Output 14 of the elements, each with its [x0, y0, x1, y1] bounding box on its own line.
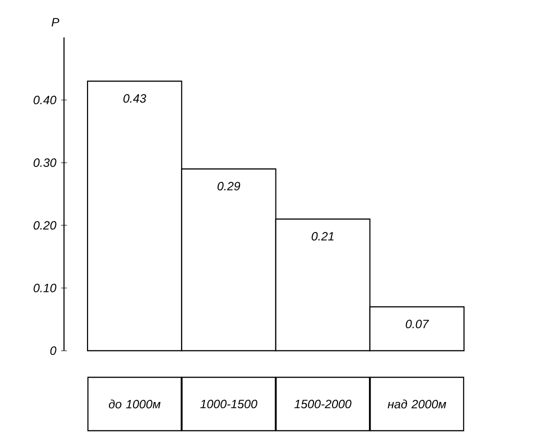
data-label: 0.43 [123, 94, 146, 103]
y-tick-label: 0 [50, 346, 56, 355]
data-label: 0.07 [406, 320, 429, 328]
y-axis-title: P [52, 18, 60, 26]
data-label: 0.21 [312, 232, 334, 241]
x-tick-label: над 2000м [388, 400, 446, 408]
x-tick-label: 1500-2000 [294, 400, 352, 408]
x-tick-label: 1000-1500 [200, 400, 258, 408]
y-tick-label: 0.30 [34, 158, 56, 167]
x-tick-label: до 1000м [108, 400, 160, 408]
y-tick-label: 0.40 [34, 96, 56, 104]
y-tick-label: 0.10 [34, 284, 56, 292]
data-label: 0.29 [218, 182, 240, 190]
y-tick-label: 0.20 [34, 221, 56, 230]
